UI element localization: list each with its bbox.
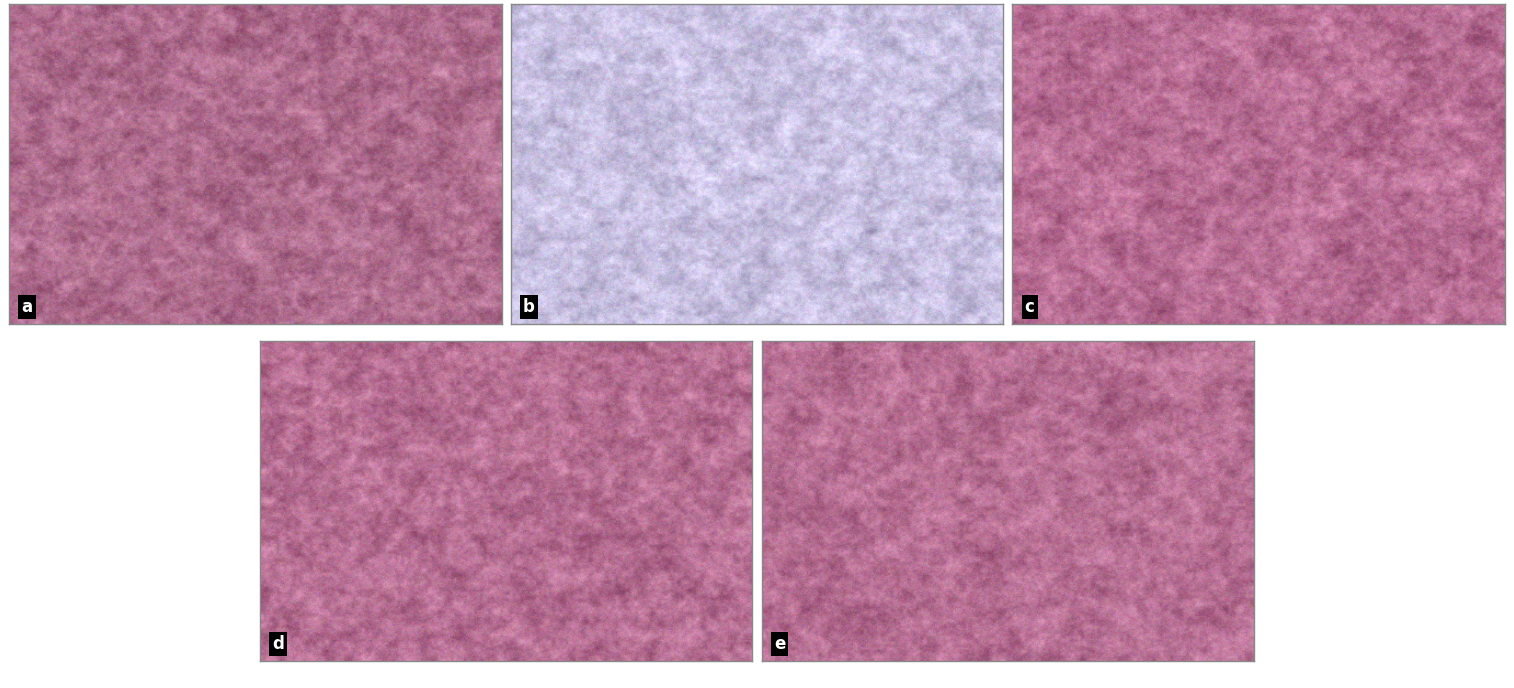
Text: a: a: [21, 298, 32, 316]
Text: c: c: [1025, 298, 1034, 316]
Text: b: b: [522, 298, 534, 316]
Text: d: d: [273, 635, 285, 653]
Text: e: e: [774, 635, 786, 653]
